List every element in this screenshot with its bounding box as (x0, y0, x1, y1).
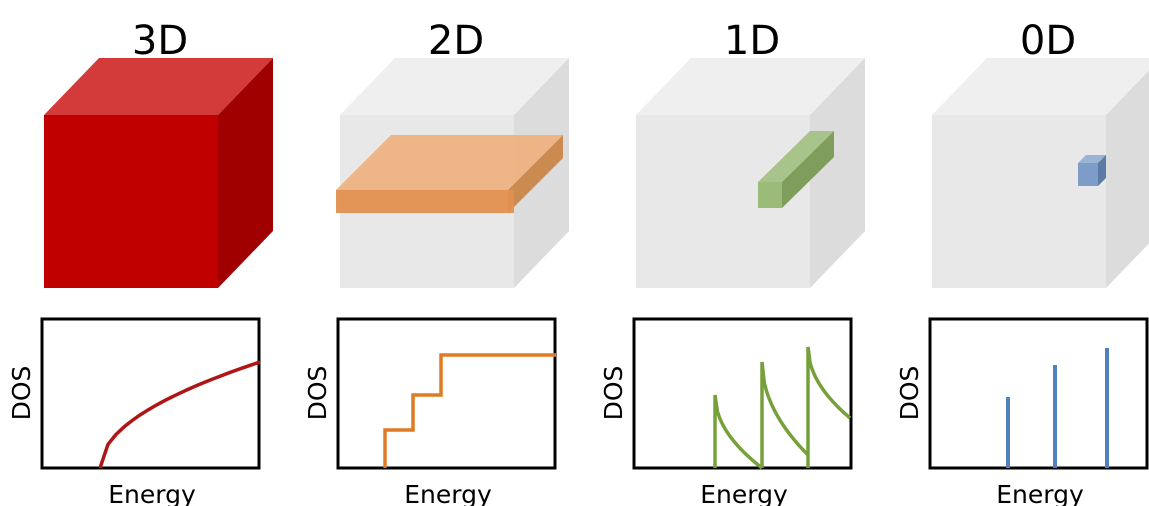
x-axis-label: Energy (108, 480, 196, 506)
plot-frame (634, 319, 851, 468)
panel-title: 3D (132, 18, 188, 64)
cube-front (44, 115, 218, 288)
panel: 1D DOS Energy (599, 18, 865, 506)
panel-title: 1D (724, 18, 780, 64)
y-axis-label: DOS (7, 366, 36, 421)
panel: 2D DOS Energy (303, 18, 569, 506)
plot-frame (42, 319, 259, 468)
rod-front (758, 182, 782, 208)
plot-frame (338, 319, 555, 468)
panel: 0D DOS Energy (895, 18, 1149, 506)
panel-title: 0D (1020, 18, 1076, 64)
cube-front (932, 115, 1106, 288)
x-axis-label: Energy (700, 480, 788, 506)
x-axis-label: Energy (996, 480, 1084, 506)
dos-curve (1008, 348, 1107, 468)
dos-curve (385, 355, 556, 468)
y-axis-label: DOS (303, 366, 332, 421)
x-axis-label: Energy (404, 480, 492, 506)
y-axis-label: DOS (895, 366, 924, 421)
y-axis-label: DOS (599, 366, 628, 421)
plot-frame (930, 319, 1147, 468)
dot-front (1078, 163, 1098, 186)
diagram: 3D DOS Energy 2D DOS Energy 1D DOS Energy 0D DOS En… (0, 0, 1149, 506)
slab-front (336, 190, 514, 213)
dos-curve (100, 362, 260, 468)
dos-curve (715, 347, 850, 468)
panel-title: 2D (428, 18, 484, 64)
panel: 3D DOS Energy (7, 18, 273, 506)
